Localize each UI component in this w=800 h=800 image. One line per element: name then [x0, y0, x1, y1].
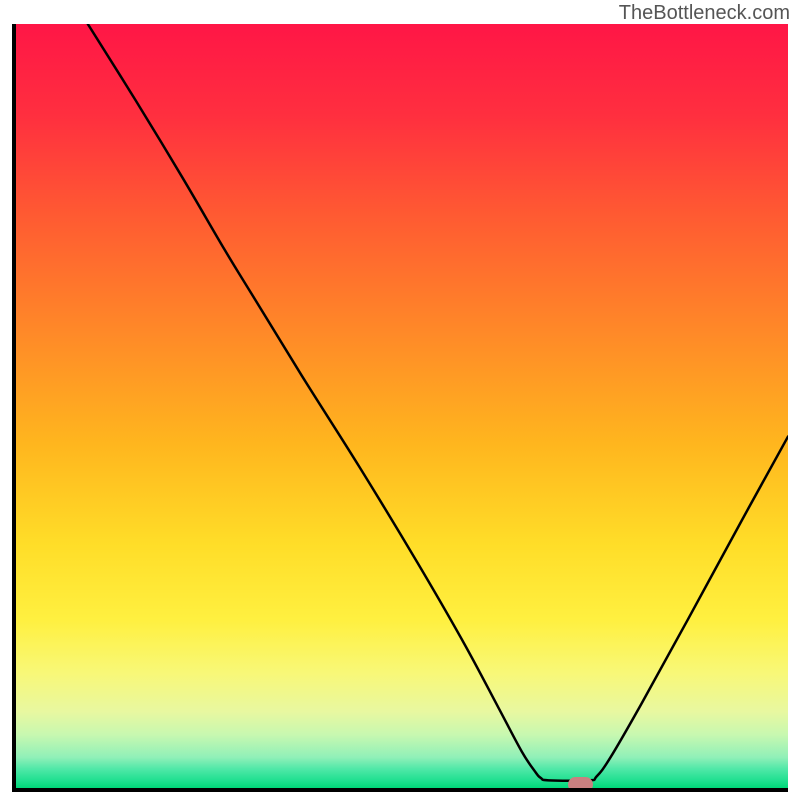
- chart-container: TheBottleneck.com: [2, 2, 798, 798]
- optimal-point-marker: [568, 777, 593, 792]
- chart-plot-area: [12, 24, 788, 792]
- curve-line: [16, 24, 788, 788]
- attribution-text: TheBottleneck.com: [619, 2, 790, 25]
